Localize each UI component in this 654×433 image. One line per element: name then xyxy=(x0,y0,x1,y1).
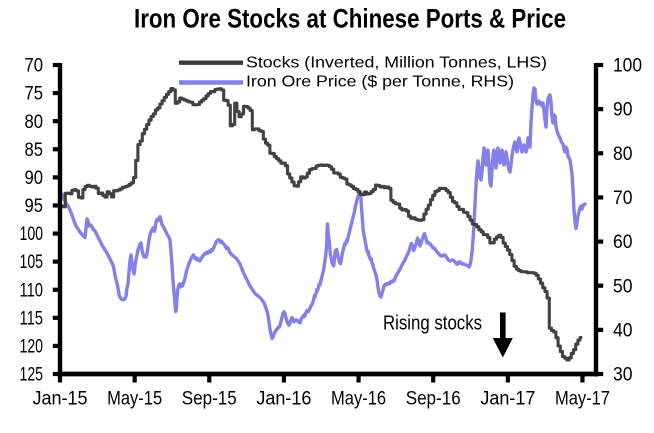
svg-text:30: 30 xyxy=(613,364,633,386)
svg-text:Jan-15: Jan-15 xyxy=(33,388,88,410)
svg-text:Jan-17: Jan-17 xyxy=(480,388,535,410)
svg-text:85: 85 xyxy=(25,139,44,161)
svg-text:115: 115 xyxy=(20,307,44,329)
svg-text:100: 100 xyxy=(613,55,642,77)
svg-text:80: 80 xyxy=(613,143,633,165)
svg-text:90: 90 xyxy=(25,167,44,189)
svg-text:95: 95 xyxy=(25,195,44,217)
svg-text:70: 70 xyxy=(25,55,44,77)
svg-text:Sep-15: Sep-15 xyxy=(182,388,237,410)
svg-text:Iron Ore Stocks at Chinese Por: Iron Ore Stocks at Chinese Ports & Price xyxy=(134,4,566,34)
svg-text:50: 50 xyxy=(613,275,633,297)
svg-text:May-15: May-15 xyxy=(107,388,162,410)
svg-text:80: 80 xyxy=(25,111,44,133)
svg-text:Iron Ore Price ($ per Tonne, R: Iron Ore Price ($ per Tonne, RHS) xyxy=(246,74,514,91)
svg-text:105: 105 xyxy=(20,251,44,273)
svg-text:125: 125 xyxy=(20,364,44,386)
svg-text:70: 70 xyxy=(613,187,633,209)
svg-text:110: 110 xyxy=(20,279,44,301)
svg-text:May-17: May-17 xyxy=(555,388,610,410)
svg-text:Sep-16: Sep-16 xyxy=(406,388,461,410)
svg-text:Rising stocks: Rising stocks xyxy=(383,313,482,335)
svg-text:75: 75 xyxy=(25,83,44,105)
svg-text:40: 40 xyxy=(613,319,633,341)
svg-text:Jan-16: Jan-16 xyxy=(256,388,311,410)
svg-text:90: 90 xyxy=(613,99,633,121)
svg-text:Stocks (Inverted, Million Tonn: Stocks (Inverted, Million Tonnes, LHS) xyxy=(246,54,547,71)
svg-text:100: 100 xyxy=(20,223,44,245)
svg-text:60: 60 xyxy=(613,231,633,253)
svg-text:May-16: May-16 xyxy=(331,388,386,410)
svg-text:120: 120 xyxy=(20,336,44,358)
